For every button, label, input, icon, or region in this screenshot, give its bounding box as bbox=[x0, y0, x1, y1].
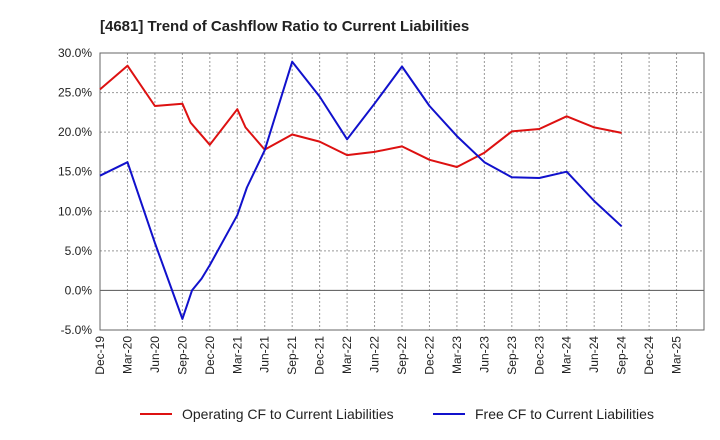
x-tick-label: Mar-25 bbox=[670, 336, 684, 374]
y-tick-label: 20.0% bbox=[58, 125, 92, 139]
x-tick-label: Mar-22 bbox=[340, 336, 354, 374]
y-tick-label: 10.0% bbox=[58, 204, 92, 218]
x-tick-label: Sep-23 bbox=[505, 336, 519, 375]
operating-cf-line bbox=[99, 64, 622, 168]
x-tick-label: Jun-24 bbox=[587, 336, 601, 373]
y-tick-label: 15.0% bbox=[58, 165, 92, 179]
x-tick-label: Mar-20 bbox=[120, 336, 134, 374]
free-cf-line bbox=[99, 60, 623, 320]
x-tick-label: Mar-23 bbox=[450, 336, 464, 374]
x-tick-label: Dec-24 bbox=[642, 336, 656, 375]
x-tick-label: Sep-24 bbox=[615, 336, 629, 375]
y-tick-label: 30.0% bbox=[58, 46, 92, 60]
y-tick-label: -5.0% bbox=[61, 323, 93, 337]
x-tick-label: Dec-20 bbox=[203, 336, 217, 375]
x-tick-label: Dec-23 bbox=[532, 336, 546, 375]
x-tick-label: Jun-23 bbox=[477, 336, 491, 373]
legend-label: Free CF to Current Liabilities bbox=[475, 406, 654, 422]
x-axis-ticks: Dec-19 Mar-20 Jun-20 Sep-20 Dec-20 Mar-21 Jun-… bbox=[93, 336, 684, 375]
y-tick-label: 5.0% bbox=[65, 244, 93, 258]
y-tick-label: 25.0% bbox=[58, 86, 92, 100]
y-tick-label: 0.0% bbox=[65, 283, 93, 297]
x-tick-label: Sep-22 bbox=[395, 336, 409, 375]
x-tick-label: Sep-21 bbox=[285, 336, 299, 375]
plot-area-border bbox=[99, 52, 705, 331]
grid-lines bbox=[100, 53, 704, 330]
x-tick-label: Dec-22 bbox=[422, 336, 436, 375]
series-lines bbox=[99, 60, 623, 320]
x-tick-label: Dec-21 bbox=[313, 336, 327, 375]
x-tick-label: Jun-21 bbox=[258, 336, 272, 373]
x-tick-label: Mar-24 bbox=[560, 336, 574, 374]
x-tick-label: Jun-22 bbox=[368, 336, 382, 373]
chart-title: [4681] Trend of Cashflow Ratio to Curren… bbox=[100, 18, 469, 35]
legend: Operating CF to Current Liabilities Free … bbox=[140, 406, 654, 422]
x-tick-label: Jun-20 bbox=[148, 336, 162, 373]
y-axis-ticks: 30.0% 25.0% 20.0% 15.0% 10.0% 5.0% 0.0% -5.0% bbox=[58, 46, 92, 337]
legend-label: Operating CF to Current Liabilities bbox=[182, 406, 394, 422]
x-tick-label: Dec-19 bbox=[93, 336, 107, 375]
x-tick-label: Sep-20 bbox=[175, 336, 189, 375]
x-tick-label: Mar-21 bbox=[230, 336, 244, 374]
